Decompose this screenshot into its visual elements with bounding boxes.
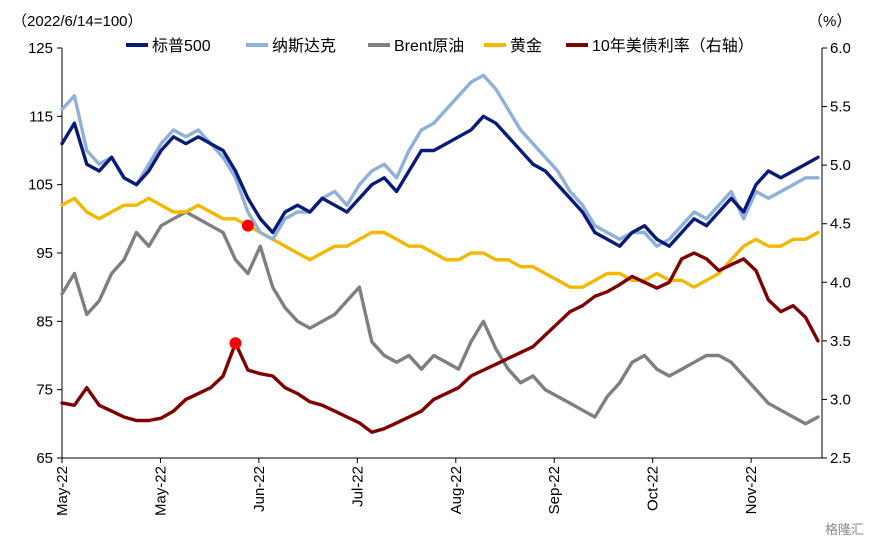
series-line-sp500 (60, 114, 820, 248)
x-tick-label: May-22 (54, 466, 71, 516)
x-tick-label: Nov-22 (743, 466, 760, 514)
legend-label-gold: 黄金 (510, 37, 542, 55)
legend-label-brent: Brent原油 (394, 37, 464, 55)
right-unit-label: （%） (808, 13, 851, 30)
right-tick-label: 3.0 (830, 391, 851, 408)
legend: 标普500 纳斯达克 Brent原油 黄金 10年美债利率（右轴） (126, 37, 754, 55)
marker-layer (229, 219, 254, 350)
left-tick-label: 105 (28, 177, 53, 194)
series-line-ust10y (60, 251, 820, 434)
right-tick-label: 4.0 (830, 274, 851, 291)
left-unit-label: （2022/6/14=100） (12, 13, 143, 30)
right-tick-label: 5.5 (830, 99, 851, 116)
watermark: 格隆汇 (824, 523, 864, 538)
x-tick-label: Oct-22 (645, 466, 662, 511)
series-line-nasdaq (60, 73, 820, 248)
left-tick-label: 65 (36, 450, 53, 467)
right-tick-label: 2.5 (830, 450, 851, 467)
right-tick-label: 5.0 (830, 157, 851, 174)
x-tick-label: Jun-22 (251, 466, 268, 512)
right-tick-label: 6.0 (830, 40, 851, 57)
highlight-marker (241, 219, 254, 232)
right-tick-label: 3.5 (830, 333, 851, 350)
series-line-gold (60, 196, 820, 289)
x-tick-label: May-22 (152, 466, 169, 516)
axes: 65 75 85 95 105 115 125 2.5 3.0 3.5 4.0 4.5 5.0 5.5 6.… (28, 40, 851, 516)
left-tick-label: 85 (36, 313, 53, 330)
legend-label-ust10y: 10年美债利率（右轴） (592, 37, 754, 55)
x-tick-label: Sep-22 (546, 466, 563, 514)
left-tick-label: 75 (36, 382, 53, 399)
left-tick-label: 95 (36, 245, 53, 262)
legend-label-nasdaq: 纳斯达克 (272, 37, 336, 55)
x-tick-label: Aug-22 (448, 466, 465, 514)
highlight-marker (229, 337, 242, 350)
right-tick-label: 4.5 (830, 216, 851, 233)
series-layer (60, 73, 820, 434)
left-tick-label: 125 (28, 40, 53, 57)
left-tick-label: 115 (29, 108, 53, 125)
x-tick-label: Jul-22 (349, 466, 366, 507)
series-line-brent (60, 210, 820, 426)
legend-label-sp500: 标普500 (152, 37, 211, 55)
